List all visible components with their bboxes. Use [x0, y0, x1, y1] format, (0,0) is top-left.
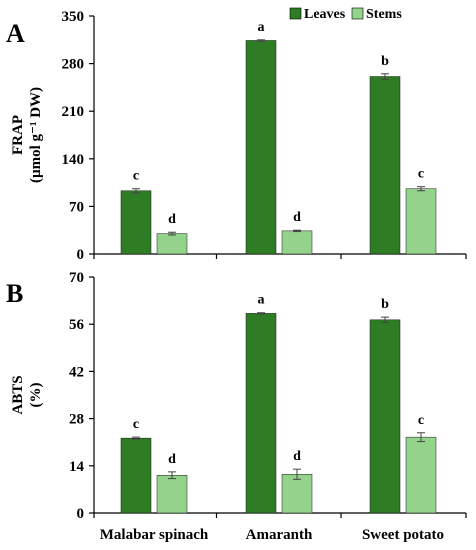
legend-label-leaves: Leaves — [304, 7, 346, 22]
panel-a-letter: A — [6, 19, 25, 48]
abts-chart: 0 14 28 42 56 70 ABTS (%) c a b d d c — [10, 270, 467, 522]
abts-y-axis-label-line: (%) — [28, 383, 44, 408]
abts-bar-leaves-amaranth — [245, 313, 277, 514]
abts-y-tick-label: 0 — [77, 506, 85, 522]
frap-significance-label: c — [133, 169, 139, 184]
category-labels: Malabar spinach Amaranth Sweet potato — [100, 527, 444, 543]
category-label-sweet-potato: Sweet potato — [362, 527, 444, 543]
category-label-malabar-spinach: Malabar spinach — [100, 527, 209, 543]
frap-y-tick-label: 280 — [62, 57, 85, 73]
abts-y-tick-label: 70 — [69, 270, 84, 286]
frap-chart: 0 70 140 210 280 350 FRAP (µmol g⁻¹ DW) c a b d d c — [10, 9, 467, 263]
abts-y-tick-label: 42 — [69, 364, 84, 380]
legend-swatch-stems — [351, 7, 364, 20]
abts-y-tick-label: 28 — [69, 412, 84, 428]
abts-significance-label: b — [381, 297, 389, 312]
frap-significance-label: b — [381, 54, 389, 69]
frap-bar-leaves-sweet-potato — [369, 76, 401, 255]
frap-significance-label: a — [258, 20, 265, 35]
frap-significance-label: d — [168, 212, 176, 227]
abts-y-tick-label: 14 — [69, 459, 85, 475]
legend-swatch-leaves — [289, 7, 302, 20]
abts-bar-leaves-sweet-potato — [369, 319, 401, 514]
legend-label-stems: Stems — [366, 7, 402, 22]
frap-y-tick-label: 0 — [77, 247, 85, 263]
abts-y-axis-label-line: ABTS — [10, 375, 26, 414]
frap-bar-leaves-amaranth — [245, 40, 277, 255]
panel-b-letter: B — [6, 279, 23, 308]
frap-bar-stems-sweet-potato — [405, 188, 437, 255]
frap-y-tick-label: 70 — [69, 199, 84, 215]
abts-y-tick-label: 56 — [69, 317, 85, 333]
abts-significance-label: d — [293, 449, 301, 464]
abts-bar-stems-sweet-potato — [405, 436, 437, 514]
abts-bar-stems-amaranth — [281, 473, 313, 514]
frap-y-tick-label: 140 — [62, 152, 85, 168]
frap-bar-stems-malabar-spinach — [156, 233, 188, 255]
abts-bar-stems-malabar-spinach — [156, 474, 188, 514]
abts-significance-label: c — [133, 417, 139, 432]
abts-bar-leaves-malabar-spinach — [120, 437, 152, 514]
frap-significance-label: d — [293, 210, 301, 225]
abts-significance-label: d — [168, 452, 176, 467]
abts-significance-label: c — [418, 413, 424, 428]
legend: Leaves Stems — [289, 7, 402, 22]
frap-y-tick-label: 350 — [62, 9, 85, 25]
frap-y-axis-label-line: (µmol g⁻¹ DW) — [28, 87, 44, 183]
frap-significance-label: c — [418, 167, 424, 182]
category-label-amaranth: Amaranth — [246, 527, 313, 543]
frap-y-tick-label: 210 — [62, 104, 85, 120]
frap-bar-leaves-malabar-spinach — [120, 190, 152, 255]
abts-significance-label: a — [258, 293, 265, 308]
frap-bar-stems-amaranth — [281, 230, 313, 255]
frap-y-axis-label-line: FRAP — [10, 115, 26, 155]
